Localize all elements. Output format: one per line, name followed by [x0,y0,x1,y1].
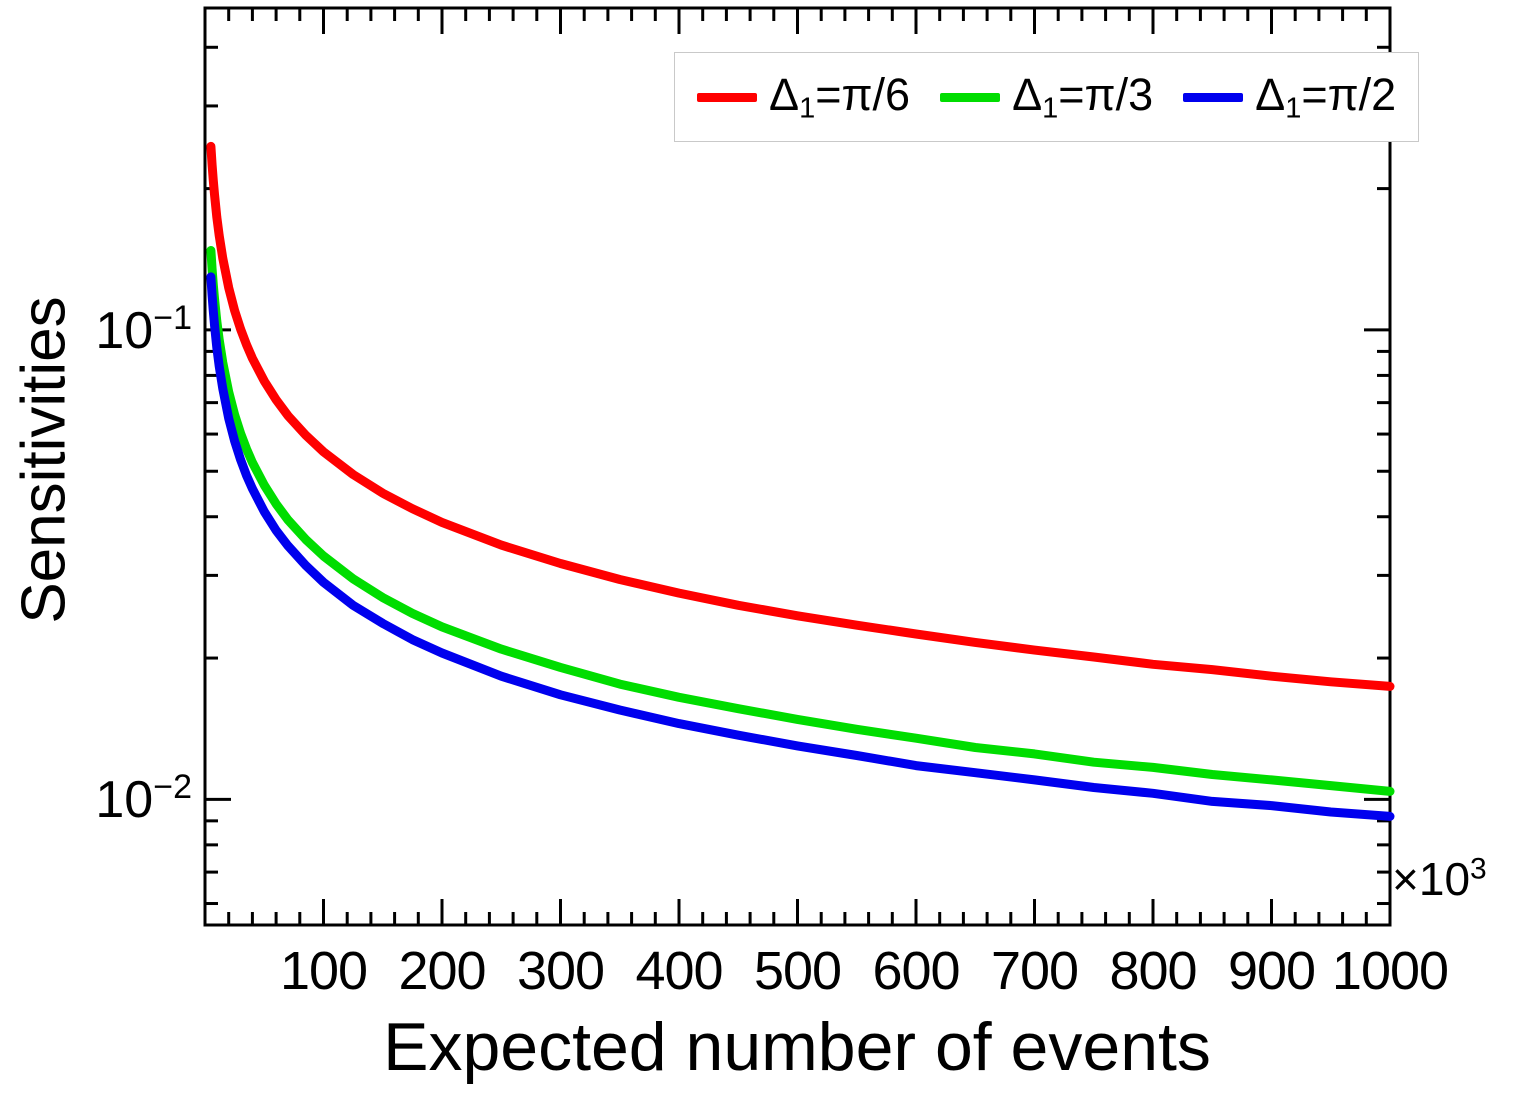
legend-value: =π/3 [1058,69,1154,120]
legend-subscript: 1 [1042,92,1059,125]
series-line-delta1-pi-over-2 [206,272,1395,821]
x-tick-label: 700 [990,941,1079,1001]
y-tick-label: 10−2 [95,768,192,830]
legend-label: Δ1=π/6 [769,69,910,125]
x-axis-exponent-power: 3 [1470,852,1487,886]
x-tick-label: 500 [753,941,842,1001]
x-axis-title: Expected number of events [383,1009,1211,1085]
legend-entry-delta1-pi-over-6: Δ1=π/6 [697,69,910,125]
legend-value: =π/2 [1301,69,1397,120]
legend-symbol: Δ [1255,69,1286,120]
series-line-delta1-pi-over-3 [206,246,1395,796]
plot-frame [203,6,1392,927]
x-tick-label: 200 [398,941,486,1001]
y-axis-title: Sensitivities [9,296,79,624]
x-tick-label: 400 [635,941,723,1001]
x-tick-label: 600 [872,941,960,1001]
legend-subscript: 1 [1285,92,1302,125]
y-tick-label: 10−1 [95,299,192,360]
x-axis-exponent: ×103 [1392,852,1487,906]
legend-entry-delta1-pi-over-2: Δ1=π/2 [1183,69,1396,125]
x-tick-label: 800 [1109,941,1197,1001]
legend-subscript: 1 [799,92,816,125]
x-tick-label: 100 [279,941,368,1001]
series-line-delta1-pi-over-6 [206,141,1395,691]
x-axis-exponent-base: ×10 [1392,853,1471,905]
legend-line-blue [1183,92,1244,102]
legend-symbol: Δ [1012,69,1043,120]
legend-line-green [940,92,1001,102]
x-tick-label: 300 [516,941,605,1001]
x-tick-label: 1000 [1331,941,1449,1001]
legend-label: Δ1=π/2 [1255,69,1396,125]
legend-symbol: Δ [769,69,800,120]
legend-label: Δ1=π/3 [1012,69,1153,125]
legend-entry-delta1-pi-over-3: Δ1=π/3 [940,69,1153,125]
x-tick-label: 900 [1227,941,1316,1001]
legend-value: =π/6 [815,69,911,120]
legend: Δ1=π/6 Δ1=π/3 Δ1=π/2 [674,52,1420,143]
legend-line-red [697,92,757,102]
